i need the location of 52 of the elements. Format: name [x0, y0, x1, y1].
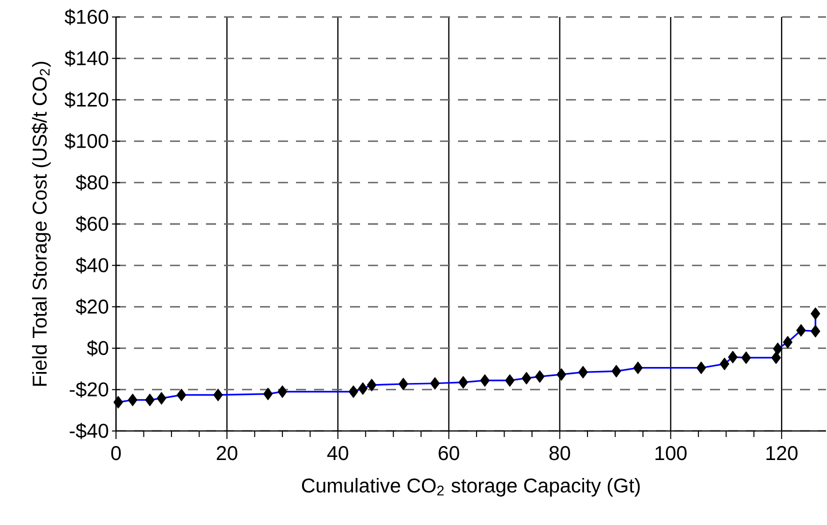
point: [213, 388, 223, 402]
point: [535, 370, 545, 383]
point: [696, 362, 706, 374]
point: [128, 394, 138, 406]
point: [578, 366, 588, 378]
point: [113, 396, 123, 408]
point: [810, 307, 820, 320]
point: [796, 324, 806, 337]
y-tick-label: $20: [76, 298, 108, 315]
point: [480, 374, 490, 387]
point: [522, 372, 532, 384]
point: [556, 368, 566, 381]
x-tick-label: 100: [656, 446, 687, 460]
point: [278, 385, 288, 398]
x-tick-label: 80: [550, 446, 570, 460]
y-tick-label: $120: [64, 92, 108, 108]
x-tick-label: 0: [111, 446, 121, 460]
point: [720, 358, 730, 370]
x-tick-label: 40: [327, 446, 348, 460]
y-tick-label: -$20: [70, 381, 108, 398]
x-tick-label: 60: [438, 446, 460, 460]
point: [728, 350, 738, 364]
point: [772, 342, 782, 356]
point: [176, 388, 186, 402]
point: [348, 385, 358, 398]
point: [810, 325, 820, 338]
point: [358, 382, 368, 395]
point: [366, 378, 376, 392]
y-tick-label: $80: [76, 174, 108, 191]
point: [612, 364, 622, 378]
point: [771, 352, 781, 364]
y-tick-label: $160: [64, 8, 108, 26]
y-tick-label: $0: [86, 340, 108, 356]
point: [156, 392, 166, 404]
point: [633, 362, 643, 374]
point: [263, 388, 273, 400]
y-tick-label: $60: [76, 216, 108, 232]
y-tick-label: $140: [64, 50, 108, 66]
point: [505, 374, 515, 387]
y-tick-label: $100: [64, 133, 108, 150]
y-tick-label: $40: [76, 257, 108, 274]
point: [458, 376, 468, 389]
point: [782, 336, 792, 348]
x-axis-title: Cumulative CO$_{2}$ storage Capacity (Gt): [302, 478, 640, 497]
point: [741, 352, 751, 364]
point: [398, 378, 408, 390]
x-tick-label: 120: [766, 446, 798, 460]
y-tick-label: -$40: [70, 422, 108, 440]
point: [145, 394, 155, 406]
point: [430, 377, 440, 390]
y-axis-title: Field Total Storage Cost (US$/t CO$_{2}$): [32, 62, 51, 386]
x-tick-label: 20: [216, 446, 238, 460]
